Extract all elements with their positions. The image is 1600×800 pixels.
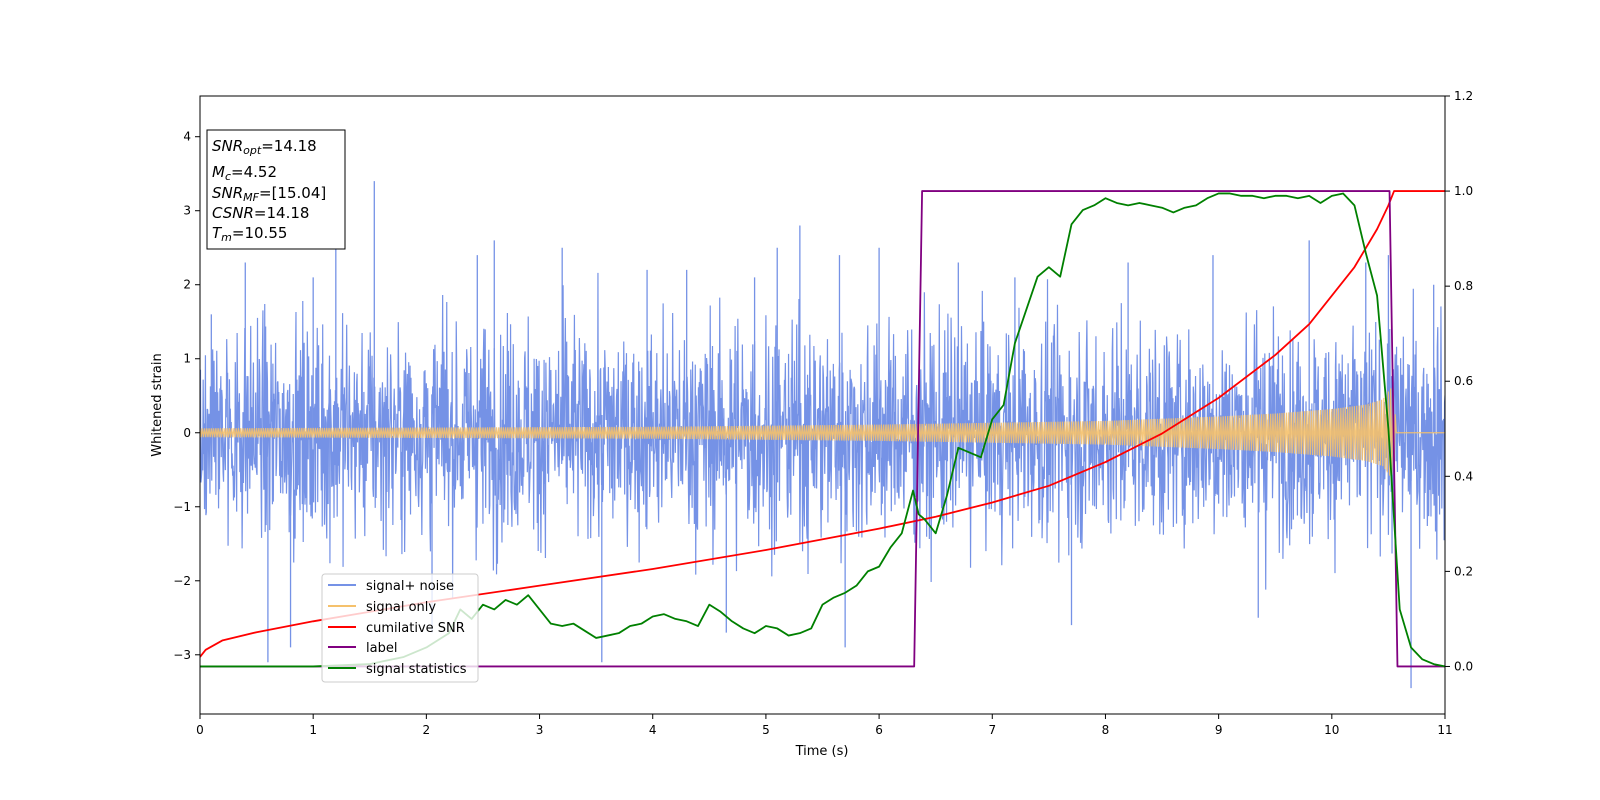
x-tick-label: 0 (196, 723, 204, 737)
y-axis-label: Whitened strain (150, 353, 165, 456)
annotation-tm: Tm=10.55 (212, 224, 287, 244)
y-tick-label: −2 (173, 574, 191, 588)
y-tick-label: 0 (183, 426, 191, 440)
series-signal-only (200, 388, 1445, 476)
ticks-layer: 0 1 2 3 4 5 6 7 8 9 10 11 −3 −2 −1 0 1 2 3 4 0.0 0.2 0.4 0.6 0.8… (173, 89, 1473, 737)
y2-tick-label: 0.8 (1454, 279, 1473, 293)
x-tick-label: 5 (762, 723, 770, 737)
annotation-snr-opt: SNRopt=14.18 (212, 137, 317, 157)
series-signal-statistics (200, 192, 1445, 668)
annotation-box: SNRopt=14.18 Mc=4.52 SNRMF=[15.04] CSNR=… (206, 129, 346, 250)
y2-tick-label: 0.6 (1454, 374, 1473, 388)
x-tick-label: 11 (1437, 723, 1452, 737)
x-tick-label: 1 (309, 723, 317, 737)
annotation-csnr: CSNR=14.18 (212, 204, 309, 222)
y-tick-label: −1 (173, 500, 191, 514)
annotation-frame (206, 129, 346, 250)
legend: signal+ noise signal only cumilative SNR… (321, 573, 479, 683)
x-tick-label: 9 (1215, 723, 1223, 737)
y-tick-label: 2 (183, 278, 191, 292)
y2-tick-label: 1.0 (1454, 184, 1473, 198)
y2-tick-label: 0.2 (1454, 564, 1473, 578)
x-tick-label: 3 (536, 723, 544, 737)
annotation-snr-mf: SNRMF=[15.04] (212, 184, 326, 204)
y-tick-label: 3 (183, 204, 191, 218)
x-tick-label: 10 (1324, 723, 1339, 737)
y2-tick-label: 1.2 (1454, 89, 1473, 103)
x-tick-label: 7 (988, 723, 996, 737)
x-tick-label: 2 (423, 723, 431, 737)
x-tick-label: 4 (649, 723, 657, 737)
legend-frame (321, 573, 479, 683)
series-layer (200, 181, 1445, 689)
legend-label-label: label (366, 641, 397, 656)
x-axis-label: Time (s) (795, 744, 849, 759)
x-tick-label: 6 (875, 723, 883, 737)
plot-frame (199, 95, 1446, 715)
y2-tick-label: 0.4 (1454, 469, 1473, 483)
legend-label-signal-statistics: signal statistics (366, 662, 467, 677)
y-tick-label: −3 (173, 648, 191, 662)
y2-tick-label: 0.0 (1454, 659, 1473, 673)
legend-label-signal-only: signal only (366, 600, 436, 615)
legend-label-cumulative-snr: cumilative SNR (366, 621, 465, 636)
series-label (200, 190, 1445, 668)
legend-label-signal-noise: signal+ noise (366, 579, 454, 594)
annotation-mc: Mc=4.52 (212, 163, 277, 183)
y-tick-label: 4 (183, 130, 191, 144)
y-tick-label: 1 (183, 352, 191, 366)
x-tick-label: 8 (1102, 723, 1110, 737)
series-cumulative-snr (200, 190, 1445, 658)
